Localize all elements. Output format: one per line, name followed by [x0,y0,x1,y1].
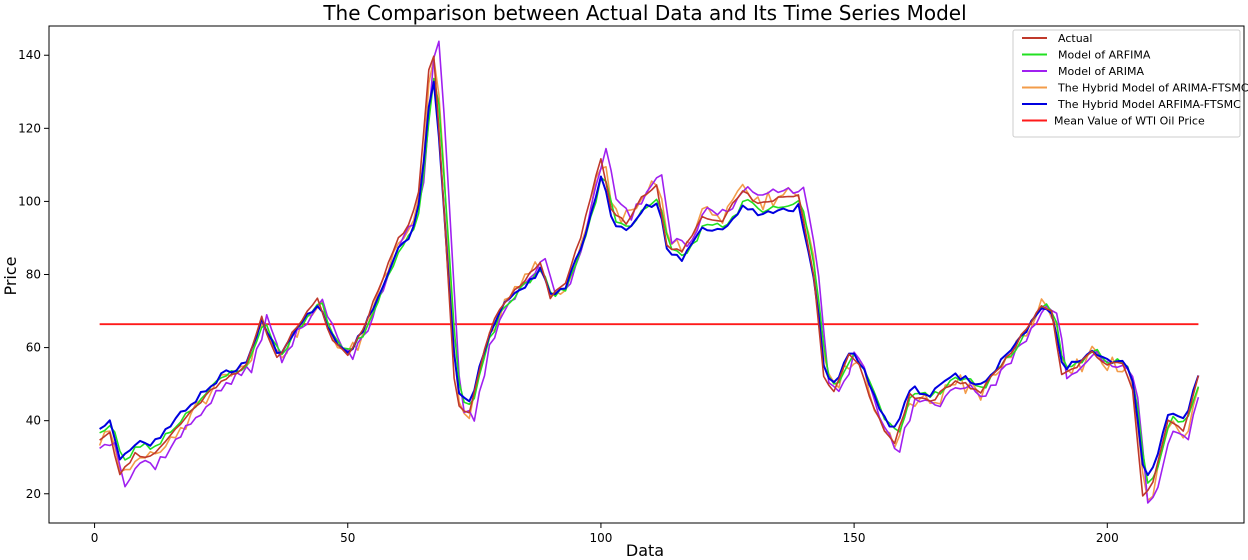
y-axis: 20 40 60 80 100 120 140 [18,48,49,501]
legend-entry-label: Model of ARFIMA [1058,49,1151,62]
y-tick-label: 140 [18,48,41,62]
y-tick-label: 20 [26,487,41,501]
y-tick-label: 60 [26,341,41,355]
x-tick-label: 0 [91,531,99,545]
series-line-the-hybrid-model-arfima-ftsmc [99,80,1200,477]
x-tick-label: 200 [1096,531,1119,545]
legend-entry-label: The Hybrid Model ARFIMA-FTSMC [1057,98,1241,111]
legend: Actual Model of ARFIMA Model of ARIMA The H… [1012,29,1248,138]
series-line-model-of-arfima [99,77,1200,484]
x-tick-label: 50 [340,531,355,545]
legend-box [1012,29,1241,138]
x-axis-label: Data [626,541,664,560]
legend-entry-label: Mean Value of WTI Oil Price [1054,115,1205,128]
series-layer [98,40,1200,504]
legend-entry-label: Model of ARIMA [1058,65,1145,78]
x-tick-label: 100 [589,531,612,545]
y-tick-label: 120 [18,121,41,135]
legend-entry-label: Actual [1058,32,1092,45]
chart-title: The Comparison between Actual Data and I… [322,1,966,25]
y-tick-label: 80 [26,268,41,282]
y-tick-label: 40 [26,414,41,428]
y-tick-label: 100 [18,194,41,208]
y-axis-label: Price [1,256,20,295]
x-axis: 0 50 100 150 200 [91,523,1119,545]
x-tick-label: 150 [843,531,866,545]
legend-entry-label: The Hybrid Model of ARIMA-FTSMC [1057,82,1248,95]
series-line-actual [99,55,1200,497]
